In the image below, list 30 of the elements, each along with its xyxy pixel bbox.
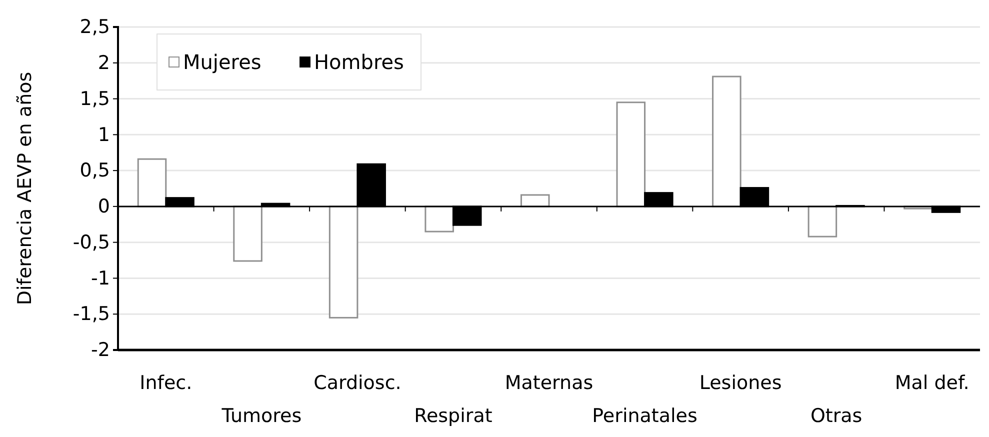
- bar: [137, 158, 167, 208]
- y-tick-label: 0,5: [80, 160, 110, 182]
- y-axis-title: Diferencia AEVP en años: [14, 72, 36, 306]
- x-tick-label: Cardiosc.: [314, 372, 402, 394]
- x-tick-label: Infec.: [140, 372, 192, 394]
- y-tick-label: 2: [98, 52, 110, 74]
- y-tick-label: -1: [91, 267, 110, 290]
- bar: [328, 206, 358, 318]
- bar: [616, 102, 646, 208]
- x-tick-label: Lesiones: [699, 372, 782, 394]
- bar: [808, 206, 838, 238]
- y-tick-label: 2,5: [80, 16, 110, 38]
- legend-label: Hombres: [314, 50, 404, 74]
- bar: [712, 76, 742, 208]
- x-tick-label: Respirat: [414, 405, 492, 427]
- x-tick-label: Perinatales: [592, 405, 698, 427]
- y-tick-label: -0,5: [72, 231, 110, 254]
- y-tick-label: 1,5: [80, 88, 110, 110]
- bar: [520, 194, 550, 208]
- y-tick-label: 0: [98, 196, 110, 218]
- y-tick-label: -2: [91, 339, 110, 362]
- x-tick-label: Tumores: [220, 405, 302, 427]
- legend-label: Mujeres: [183, 50, 262, 74]
- x-tick-label: Maternas: [504, 372, 594, 394]
- x-tick-label: Otras: [810, 405, 862, 427]
- y-tick-label: 1: [98, 124, 110, 146]
- x-tick-label: Mal def.: [894, 372, 970, 394]
- bar: [233, 206, 262, 262]
- y-tick-label: -1,5: [72, 303, 110, 326]
- bar: [424, 206, 454, 232]
